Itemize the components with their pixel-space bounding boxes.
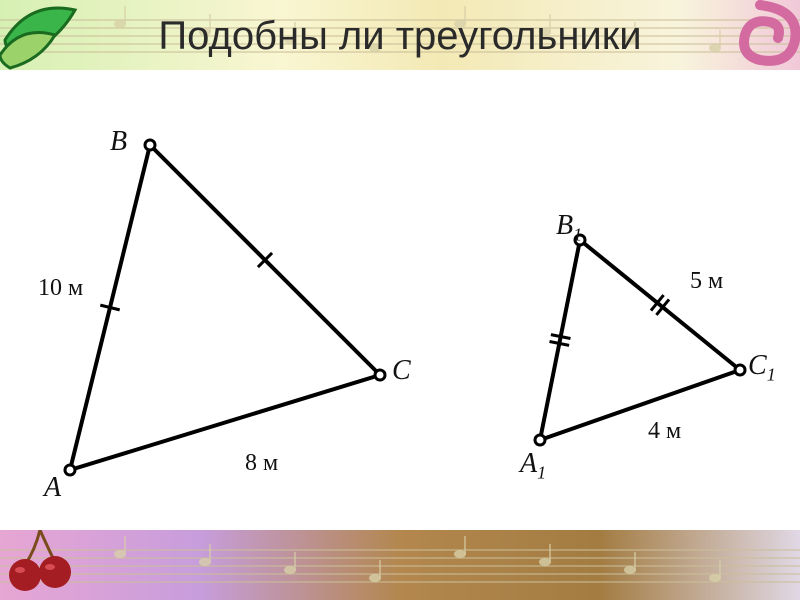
vertex-label-B1: B1	[556, 210, 582, 246]
vertex-label-C: C	[392, 355, 411, 387]
side-label-AC: 8 м	[245, 450, 278, 477]
bottom-band-svg	[0, 530, 800, 600]
vertex-label-B: B	[110, 126, 127, 158]
vertex-label-A: A	[44, 472, 61, 504]
side-label-B1C1: 5 м	[690, 268, 723, 295]
vertex-label-A1: A1	[520, 448, 546, 484]
page-title: Подобны ли треугольники	[0, 14, 800, 59]
side-label-A1C1: 4 м	[648, 418, 681, 445]
side-label-AB: 10 м	[38, 275, 83, 302]
bottom-decorative-band	[0, 530, 800, 600]
vertex-label-C1: C1	[748, 350, 776, 386]
geometry-canvas: A B C 10 м 8 м A1 B1 C1 5 м 4 м	[0, 100, 800, 520]
triangles-svg	[0, 100, 800, 520]
